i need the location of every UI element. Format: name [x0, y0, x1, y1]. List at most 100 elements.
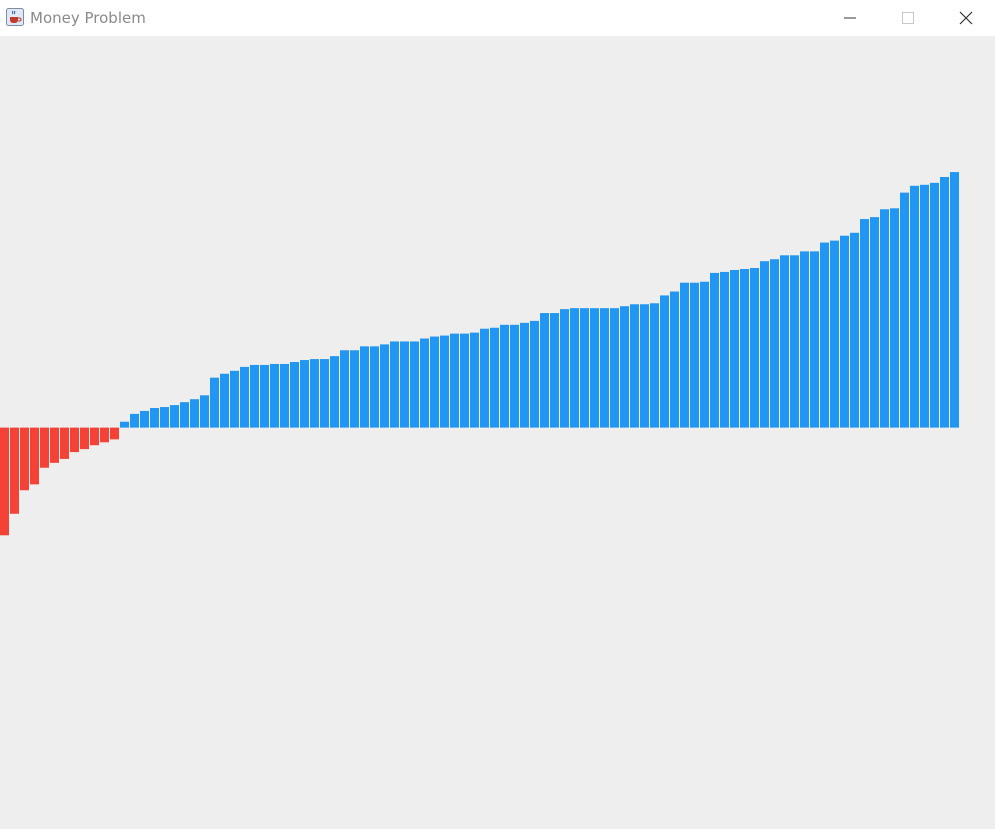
bar [340, 350, 349, 428]
bar [70, 427, 79, 453]
bar [500, 324, 509, 428]
bar [190, 399, 199, 428]
close-button[interactable] [937, 0, 995, 36]
minimize-icon [844, 17, 856, 19]
bar [670, 291, 679, 428]
bar [230, 370, 239, 428]
bar [810, 251, 819, 428]
bar [560, 309, 569, 428]
bar [320, 359, 329, 428]
bar [610, 308, 619, 428]
bar [800, 251, 809, 428]
java-cup-icon[interactable] [6, 8, 24, 26]
bar [840, 235, 849, 428]
bar [660, 295, 669, 428]
bar [540, 313, 549, 428]
bar [270, 363, 279, 428]
bar [490, 327, 499, 428]
bar [220, 373, 229, 428]
bar [520, 322, 529, 428]
bar [150, 408, 159, 428]
bar [780, 255, 789, 428]
bar [430, 336, 439, 428]
bar [310, 359, 319, 428]
bar [390, 341, 399, 428]
bar [900, 192, 909, 428]
close-icon [959, 11, 973, 25]
maximize-button[interactable] [879, 0, 937, 36]
bar [60, 427, 69, 459]
bar [620, 306, 629, 428]
bar [870, 217, 879, 428]
bar [360, 346, 369, 428]
bar [0, 427, 9, 536]
window-title: Money Problem [30, 9, 146, 27]
bar [260, 364, 269, 428]
bar [280, 363, 289, 428]
bar [100, 427, 109, 443]
bar [30, 427, 39, 485]
bar [380, 344, 389, 428]
bar [210, 377, 219, 428]
bar [590, 308, 599, 428]
minimize-button[interactable] [821, 0, 879, 36]
bar [130, 413, 139, 428]
bar [760, 261, 769, 428]
bar [630, 304, 639, 428]
bar [510, 324, 519, 428]
bar [140, 410, 149, 428]
bar [710, 272, 719, 428]
bar [40, 427, 49, 468]
bar [350, 350, 359, 428]
bar [370, 346, 379, 428]
bar [180, 402, 189, 428]
bar [290, 362, 299, 428]
bar [750, 268, 759, 428]
bar [300, 360, 309, 428]
title-bar: Money Problem [0, 0, 995, 36]
bar [10, 427, 19, 514]
bar [470, 332, 479, 428]
bar [640, 304, 649, 428]
bar [120, 421, 129, 428]
bar [890, 208, 899, 428]
bar [830, 240, 839, 428]
bar [330, 356, 339, 428]
bar [730, 269, 739, 428]
bar [860, 219, 869, 428]
bar [420, 338, 429, 428]
bar [110, 427, 119, 440]
bar [720, 271, 729, 428]
bar [910, 185, 919, 428]
bar [580, 308, 589, 428]
bar [770, 259, 779, 428]
bar [940, 176, 949, 428]
bar [90, 427, 99, 446]
bar [930, 182, 939, 428]
bar [680, 282, 689, 428]
bar [880, 209, 889, 428]
bar [820, 242, 829, 428]
bar [550, 313, 559, 428]
bar [50, 427, 59, 463]
bar [80, 427, 89, 450]
bar [170, 405, 179, 428]
bar [200, 395, 209, 428]
bar [920, 184, 929, 428]
bar [530, 320, 539, 428]
bar [600, 308, 609, 428]
bar [690, 282, 699, 428]
bar [160, 407, 169, 428]
bar [950, 172, 959, 428]
bar [570, 308, 579, 428]
bar [20, 427, 29, 491]
bar [400, 341, 409, 428]
bar [790, 255, 799, 428]
bar [240, 366, 249, 428]
bar [850, 232, 859, 428]
maximize-icon [902, 12, 914, 24]
bar [460, 333, 469, 428]
bar [700, 281, 709, 428]
bar [410, 341, 419, 428]
bar [250, 364, 259, 428]
